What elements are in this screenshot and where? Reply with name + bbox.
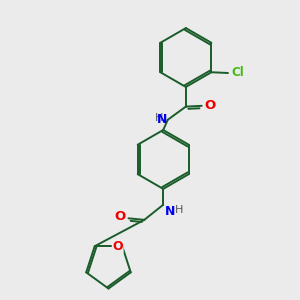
Text: O: O: [115, 210, 126, 223]
Text: H: H: [155, 113, 163, 123]
Text: O: O: [204, 99, 216, 112]
Text: Cl: Cl: [232, 67, 244, 80]
Text: N: N: [158, 112, 168, 125]
Text: H: H: [175, 206, 183, 215]
Text: O: O: [112, 240, 123, 253]
Text: N: N: [165, 206, 175, 218]
